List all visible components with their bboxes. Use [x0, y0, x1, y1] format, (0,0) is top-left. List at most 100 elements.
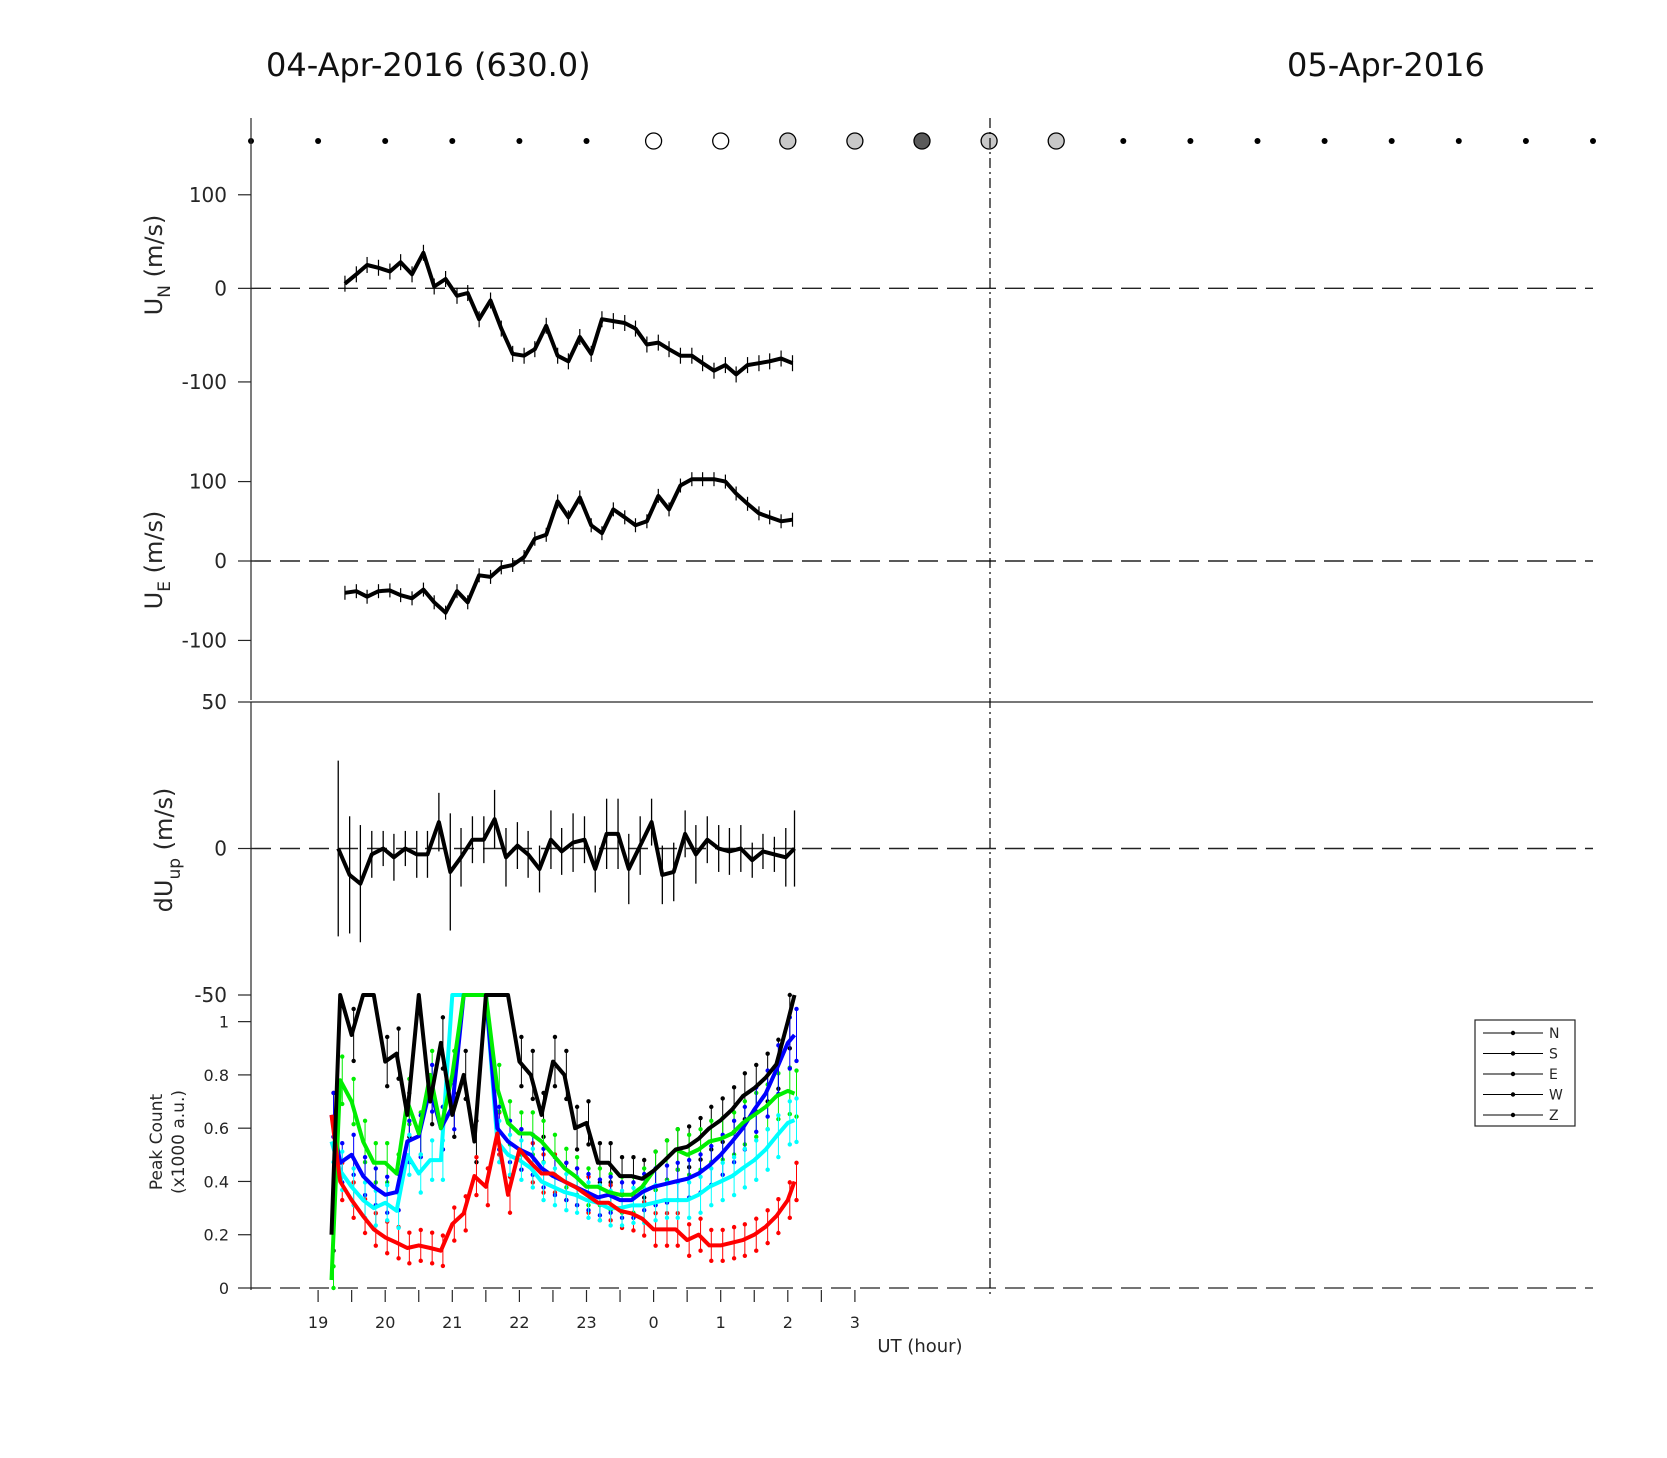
error-cap: [765, 1114, 770, 1119]
y-tick-label: -50: [194, 983, 227, 1007]
error-cap: [653, 1149, 658, 1154]
error-cap: [631, 1228, 636, 1233]
error-cap: [407, 1172, 412, 1177]
error-cap: [754, 1177, 759, 1183]
error-cap: [709, 1202, 714, 1208]
cloud-circle: [644, 132, 663, 150]
error-cap: [574, 1210, 580, 1215]
error-cap: [418, 1227, 423, 1233]
error-cap: [586, 1099, 591, 1104]
error-cap: [429, 1062, 435, 1068]
error-cap: [351, 1121, 356, 1127]
error-cap: [686, 1157, 692, 1163]
error-cap: [351, 1058, 356, 1064]
cloud-dot: [516, 138, 523, 144]
error-cap: [574, 1104, 580, 1110]
error-cap: [742, 1185, 748, 1190]
error-cap: [385, 1174, 390, 1179]
error-cap: [586, 1180, 591, 1185]
error-cap: [385, 1084, 390, 1089]
error-cap: [407, 1230, 412, 1235]
panel-ue: 100 0 -100 UE (m/s): [140, 410, 1593, 703]
error-cap: [418, 1258, 423, 1264]
error-cap: [709, 1227, 714, 1233]
legend-marker: [1510, 1112, 1516, 1118]
error-cap: [351, 1006, 356, 1012]
error-cap: [754, 1134, 759, 1140]
error-cap: [507, 1099, 513, 1104]
error-cap: [698, 1210, 703, 1215]
error-cap: [787, 992, 792, 998]
title-right: 05-Apr-2016: [1287, 46, 1485, 84]
error-cap: [731, 1085, 737, 1090]
x-tick-label: 0: [649, 1313, 659, 1332]
error-cap: [541, 1197, 546, 1203]
error-cap: [574, 1155, 580, 1160]
error-cap: [742, 1146, 748, 1152]
cloud-dot: [315, 138, 322, 144]
error-cap: [731, 1192, 737, 1198]
error-cap: [351, 1166, 356, 1171]
error-cap: [519, 1138, 524, 1143]
error-cap: [452, 1238, 457, 1243]
error-cap: [619, 1180, 625, 1185]
error-cap: [530, 1048, 536, 1054]
error-cap: [440, 1015, 446, 1020]
error-cap: [552, 1202, 558, 1208]
y-axis-label: Peak Count (x1000 a.u.): [147, 1090, 189, 1194]
error-cap: [407, 1261, 412, 1266]
error-cap: [787, 1099, 792, 1104]
error-cap: [429, 1230, 435, 1235]
error-cap: [474, 1155, 479, 1160]
cloud-dot: [1254, 138, 1261, 144]
error-cap: [351, 1215, 356, 1221]
error-cap: [608, 1141, 613, 1146]
error-cap: [619, 1188, 625, 1193]
error-cap: [765, 1208, 770, 1213]
x-axis-label: UT (hour): [877, 1336, 962, 1357]
un-line: [343, 250, 794, 377]
error-cap: [794, 1006, 799, 1012]
error-cap: [340, 1149, 345, 1154]
error-cap: [686, 1124, 692, 1129]
y-axis-label: UE (m/s): [140, 511, 175, 610]
error-cap: [776, 1037, 781, 1042]
error-cap: [564, 1146, 569, 1152]
cloud-dot: [1187, 138, 1194, 144]
error-cap: [564, 1171, 569, 1177]
error-cap: [373, 1141, 378, 1146]
error-cap: [564, 1160, 569, 1166]
error-cap: [418, 1152, 423, 1157]
error-cap: [564, 1208, 569, 1213]
y-tick-label: 0: [214, 549, 227, 573]
error-cap: [754, 1062, 759, 1068]
error-cap: [519, 1084, 524, 1089]
error-cap: [765, 1167, 770, 1172]
cloud-circle: [913, 132, 931, 150]
error-cap: [564, 1048, 569, 1054]
error-cap: [720, 1197, 725, 1203]
cloud-dot: [1522, 138, 1529, 144]
error-cap: [720, 1227, 725, 1233]
title-left: 04-Apr-2016 (630.0): [266, 46, 591, 84]
error-cap: [362, 1118, 368, 1124]
legend-marker: [1510, 1071, 1516, 1077]
error-cap: [440, 1263, 446, 1269]
error-cap: [787, 1215, 792, 1221]
error-cap: [429, 1121, 435, 1127]
error-cap: [698, 1152, 703, 1157]
error-cap: [497, 1104, 502, 1110]
error-cap: [385, 1034, 390, 1040]
series-line-Z: [329, 993, 796, 1213]
error-cap: [586, 1171, 591, 1177]
error-cap: [675, 1243, 680, 1248]
error-cap: [385, 1218, 390, 1223]
error-cap: [787, 1066, 792, 1071]
error-cap: [530, 1096, 536, 1102]
x-tick-label: 1: [716, 1313, 726, 1332]
error-cap: [720, 1096, 725, 1101]
error-cap: [385, 1251, 390, 1256]
error-cap: [340, 1141, 345, 1146]
error-cap: [765, 1127, 770, 1132]
